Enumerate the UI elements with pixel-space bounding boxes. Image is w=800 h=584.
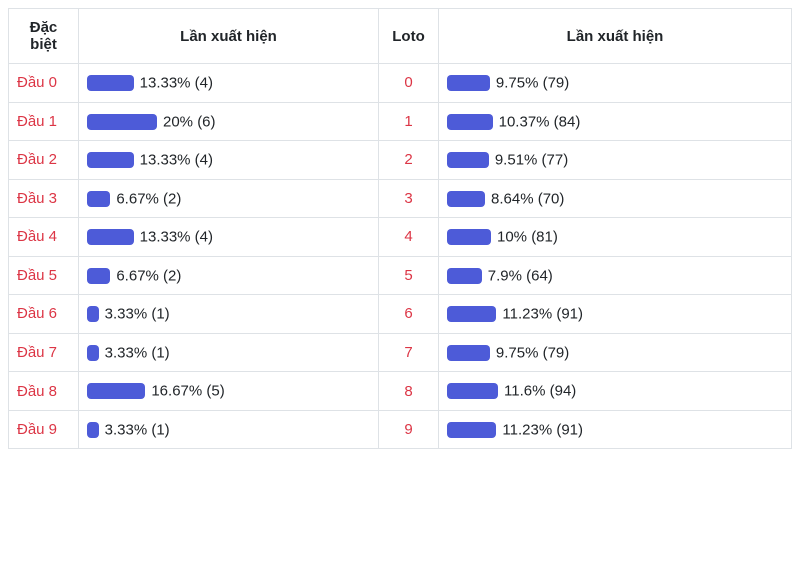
- left-frequency-text: 3.33% (1): [105, 421, 170, 438]
- right-frequency-cell: 11.6% (94): [439, 372, 792, 411]
- left-bar: [87, 383, 145, 399]
- dau-label: Đầu 4: [9, 218, 79, 257]
- left-frequency-text: 6.67% (2): [116, 267, 181, 284]
- table-row: Đầu 2 13.33% (4) 2 9.51% (77): [9, 141, 792, 180]
- loto-number: 3: [379, 179, 439, 218]
- right-bar: [447, 268, 482, 284]
- loto-number: 6: [379, 295, 439, 334]
- right-bar: [447, 75, 490, 91]
- dau-label: Đầu 3: [9, 179, 79, 218]
- left-bar: [87, 229, 134, 245]
- dau-label: Đầu 8: [9, 372, 79, 411]
- right-frequency-cell: 11.23% (91): [439, 295, 792, 334]
- left-frequency-cell: 13.33% (4): [79, 64, 379, 103]
- right-frequency-text: 11.23% (91): [502, 421, 583, 438]
- left-frequency-text: 16.67% (5): [151, 383, 224, 400]
- left-frequency-cell: 6.67% (2): [79, 179, 379, 218]
- right-frequency-cell: 8.64% (70): [439, 179, 792, 218]
- table-row: Đầu 4 13.33% (4) 4 10% (81): [9, 218, 792, 257]
- left-frequency-cell: 3.33% (1): [79, 410, 379, 449]
- header-loto: Loto: [379, 9, 439, 64]
- right-bar: [447, 229, 491, 245]
- left-bar: [87, 422, 99, 438]
- right-frequency-text: 10.37% (84): [499, 113, 581, 130]
- left-bar: [87, 268, 110, 284]
- left-frequency-cell: 20% (6): [79, 102, 379, 141]
- left-frequency-text: 3.33% (1): [105, 306, 170, 323]
- right-bar: [447, 422, 496, 438]
- right-bar: [447, 152, 489, 168]
- dau-label: Đầu 7: [9, 333, 79, 372]
- right-frequency-text: 9.75% (79): [496, 344, 569, 361]
- left-frequency-cell: 3.33% (1): [79, 333, 379, 372]
- left-bar: [87, 345, 99, 361]
- left-bar: [87, 75, 134, 91]
- left-bar: [87, 152, 134, 168]
- right-frequency-cell: 9.75% (79): [439, 333, 792, 372]
- right-frequency-cell: 10% (81): [439, 218, 792, 257]
- loto-number: 9: [379, 410, 439, 449]
- right-bar: [447, 345, 490, 361]
- left-bar: [87, 191, 110, 207]
- right-frequency-text: 11.6% (94): [504, 383, 576, 400]
- right-frequency-text: 10% (81): [497, 229, 558, 246]
- right-frequency-cell: 7.9% (64): [439, 256, 792, 295]
- right-frequency-text: 11.23% (91): [502, 306, 583, 323]
- header-lan1: Lần xuất hiện: [79, 9, 379, 64]
- left-frequency-text: 13.33% (4): [140, 229, 213, 246]
- table-row: Đầu 7 3.33% (1) 7 9.75% (79): [9, 333, 792, 372]
- table-row: Đầu 9 3.33% (1) 9 11.23% (91): [9, 410, 792, 449]
- left-frequency-text: 13.33% (4): [140, 75, 213, 92]
- left-frequency-cell: 6.67% (2): [79, 256, 379, 295]
- left-frequency-text: 6.67% (2): [116, 190, 181, 207]
- loto-number: 8: [379, 372, 439, 411]
- left-frequency-text: 3.33% (1): [105, 344, 170, 361]
- right-bar: [447, 306, 496, 322]
- right-bar: [447, 191, 485, 207]
- dau-label: Đầu 9: [9, 410, 79, 449]
- table-row: Đầu 8 16.67% (5) 8 11.6% (94): [9, 372, 792, 411]
- header-dacbiet: Đặc biệt: [9, 9, 79, 64]
- right-frequency-cell: 9.75% (79): [439, 64, 792, 103]
- right-frequency-text: 9.51% (77): [495, 152, 568, 169]
- left-frequency-text: 13.33% (4): [140, 152, 213, 169]
- dau-label: Đầu 5: [9, 256, 79, 295]
- right-bar: [447, 383, 498, 399]
- table-header-row: Đặc biệt Lần xuất hiện Loto Lần xuất hiệ…: [9, 9, 792, 64]
- right-frequency-text: 9.75% (79): [496, 75, 569, 92]
- right-frequency-cell: 11.23% (91): [439, 410, 792, 449]
- table-row: Đầu 1 20% (6) 1 10.37% (84): [9, 102, 792, 141]
- loto-number: 7: [379, 333, 439, 372]
- left-frequency-cell: 13.33% (4): [79, 141, 379, 180]
- loto-number: 1: [379, 102, 439, 141]
- dau-label: Đầu 6: [9, 295, 79, 334]
- right-frequency-cell: 10.37% (84): [439, 102, 792, 141]
- right-bar: [447, 114, 493, 130]
- loto-number: 5: [379, 256, 439, 295]
- right-frequency-text: 7.9% (64): [488, 267, 553, 284]
- left-frequency-text: 20% (6): [163, 113, 216, 130]
- loto-number: 4: [379, 218, 439, 257]
- table-row: Đầu 3 6.67% (2) 3 8.64% (70): [9, 179, 792, 218]
- loto-number: 2: [379, 141, 439, 180]
- dau-label: Đầu 1: [9, 102, 79, 141]
- table-row: Đầu 0 13.33% (4) 0 9.75% (79): [9, 64, 792, 103]
- frequency-table: Đặc biệt Lần xuất hiện Loto Lần xuất hiệ…: [8, 8, 792, 449]
- table-row: Đầu 5 6.67% (2) 5 7.9% (64): [9, 256, 792, 295]
- right-frequency-cell: 9.51% (77): [439, 141, 792, 180]
- loto-number: 0: [379, 64, 439, 103]
- dau-label: Đầu 2: [9, 141, 79, 180]
- left-bar: [87, 306, 99, 322]
- dau-label: Đầu 0: [9, 64, 79, 103]
- left-frequency-cell: 3.33% (1): [79, 295, 379, 334]
- right-frequency-text: 8.64% (70): [491, 190, 564, 207]
- table-row: Đầu 6 3.33% (1) 6 11.23% (91): [9, 295, 792, 334]
- left-frequency-cell: 13.33% (4): [79, 218, 379, 257]
- left-bar: [87, 114, 157, 130]
- left-frequency-cell: 16.67% (5): [79, 372, 379, 411]
- header-lan2: Lần xuất hiện: [439, 9, 792, 64]
